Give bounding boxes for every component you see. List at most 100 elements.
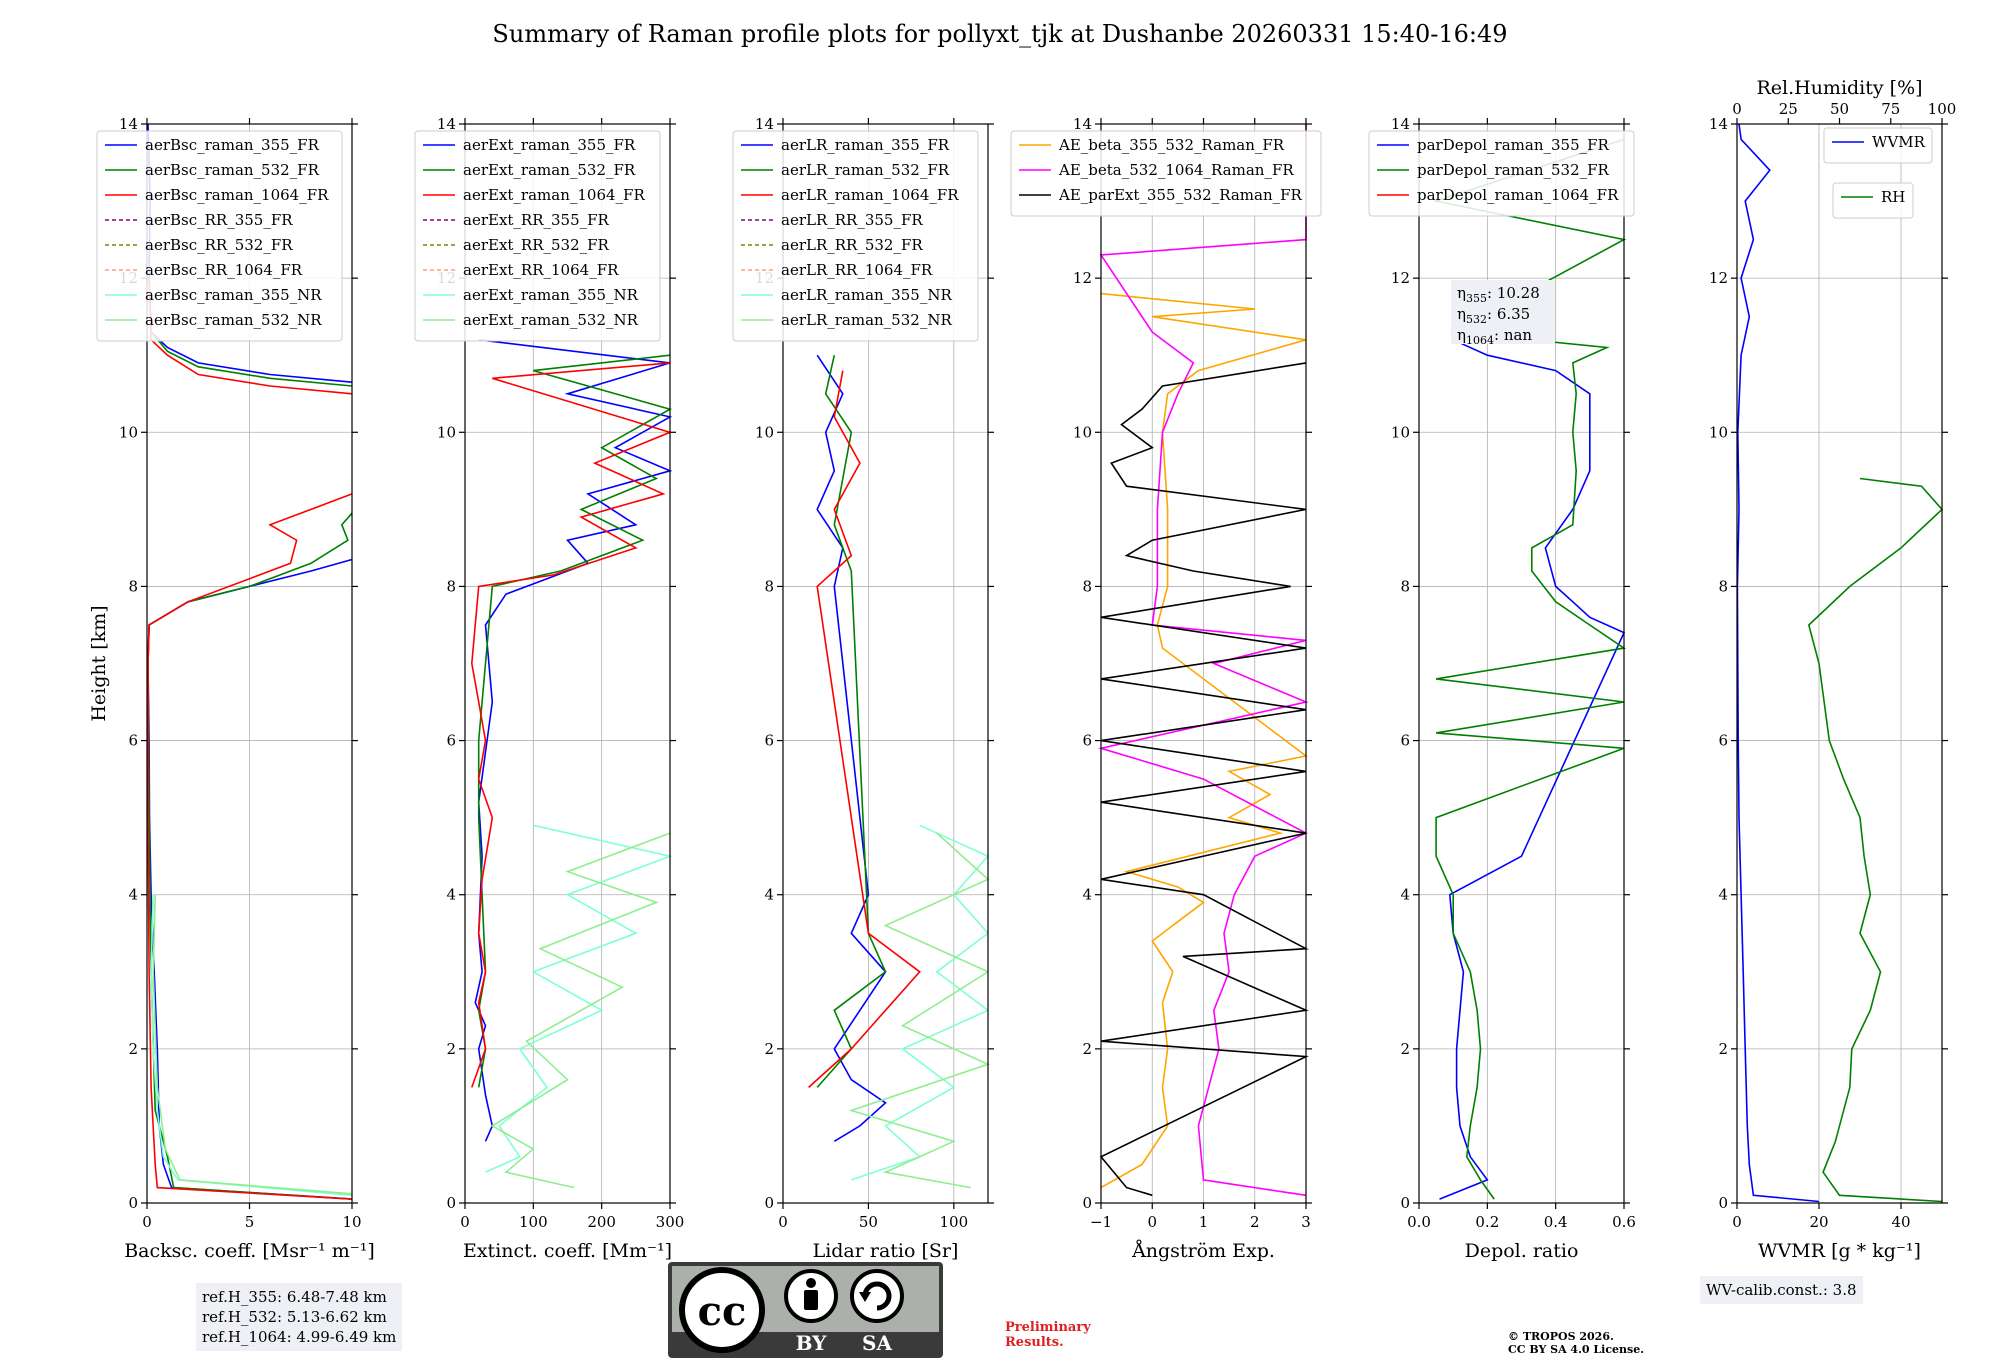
legend-label: aerExt_RR_532_FR — [463, 236, 610, 254]
legend-label: parDepol_raman_1064_FR — [1417, 186, 1619, 204]
x-tick-label: 10 — [342, 1213, 361, 1231]
legend-label: RH — [1881, 188, 1905, 206]
legend-box — [96, 130, 343, 342]
axes-frame — [782, 123, 989, 1204]
y-tick-label: 2 — [1082, 1040, 1092, 1058]
y-tick-label: 4 — [1718, 886, 1728, 904]
legend-box — [1368, 130, 1635, 217]
x-tick-label: 5 — [245, 1213, 255, 1231]
legend-label: aerBsc_raman_355_NR — [145, 286, 322, 304]
legend-label: aerBsc_raman_1064_FR — [145, 186, 329, 204]
y-tick-label: 6 — [1400, 732, 1410, 750]
ref-height-355: ref.H_355: 6.48-7.48 km — [202, 1288, 387, 1306]
top-x-tick-label: 25 — [1779, 100, 1798, 118]
legend-label: AE_beta_355_532_Raman_FR — [1058, 136, 1285, 154]
x-tick-label: 0.0 — [1407, 1213, 1431, 1231]
x-axis-label: WVMR [g * kg⁻¹] — [1758, 1240, 1921, 1262]
legend-label: WVMR — [1872, 133, 1926, 151]
x-tick-label: 200 — [587, 1213, 616, 1231]
ref-height-1064: ref.H_1064: 4.99-6.49 km — [202, 1328, 397, 1346]
y-tick-label: 8 — [446, 577, 456, 595]
y-tick-label: 14 — [755, 115, 774, 133]
legend-label: aerBsc_raman_532_NR — [145, 311, 322, 329]
series-line-aerBsc_raman_355_FR — [147, 558, 353, 1200]
x-tick-label: 0 — [142, 1213, 152, 1231]
top-x-tick-label: 0 — [1732, 100, 1742, 118]
y-tick-label: 14 — [1709, 115, 1728, 133]
x-tick-label: 40 — [1891, 1213, 1910, 1231]
x-tick-label: 0.2 — [1475, 1213, 1499, 1231]
axes-frame — [1418, 123, 1625, 1204]
axes-frame — [464, 123, 671, 1204]
x-tick-label: 1 — [1199, 1213, 1209, 1231]
ref-height-532: ref.H_532: 5.13-6.62 km — [202, 1308, 387, 1326]
y-tick-label: 4 — [1082, 886, 1092, 904]
x-tick-label: 0 — [460, 1213, 470, 1231]
x-tick-label: 0.6 — [1612, 1213, 1636, 1231]
figure-title: Summary of Raman profile plots for polly… — [492, 20, 1508, 48]
y-tick-label: 8 — [764, 577, 774, 595]
sa-text: SA — [862, 1331, 892, 1355]
x-tick-label: 0 — [778, 1213, 788, 1231]
series-line-aerLR_raman_355_NR — [851, 824, 990, 1181]
y-tick-label: 8 — [1082, 577, 1092, 595]
y-tick-label: 0 — [1718, 1194, 1728, 1212]
preliminary-line-1: Preliminary — [1005, 1320, 1091, 1335]
legend-label: aerExt_raman_532_NR — [463, 311, 639, 329]
attribution-icon — [806, 1278, 816, 1288]
legend-label: aerLR_raman_532_FR — [781, 161, 950, 179]
top-x-tick-label: 50 — [1830, 100, 1849, 118]
series-line-aerBsc_raman_1064_FR — [147, 493, 353, 1200]
x-tick-label: 0.4 — [1544, 1213, 1568, 1231]
by-text: BY — [796, 1331, 828, 1355]
legend-label: aerBsc_RR_355_FR — [145, 211, 293, 229]
y-tick-label: 4 — [446, 886, 456, 904]
x-tick-label: 300 — [656, 1213, 685, 1231]
x-axis-label: Extinct. coeff. [Mm⁻¹] — [463, 1240, 672, 1262]
y-tick-label: 14 — [1391, 115, 1410, 133]
legend-label: aerExt_RR_1064_FR — [463, 261, 619, 279]
legend-label: parDepol_raman_355_FR — [1417, 136, 1610, 154]
x-axis-label: Depol. ratio — [1465, 1240, 1579, 1262]
y-tick-label: 2 — [128, 1040, 138, 1058]
legend-label: aerLR_RR_1064_FR — [781, 261, 933, 279]
y-tick-label: 4 — [128, 886, 138, 904]
x-tick-label: 2 — [1250, 1213, 1260, 1231]
y-tick-label: 4 — [764, 886, 774, 904]
eta-label-355: η355: 10.28 — [1457, 284, 1540, 305]
y-tick-label: 10 — [755, 423, 774, 441]
series-line-parDepol_raman_532_FR — [1432, 138, 1627, 1200]
legend-box — [1832, 182, 1914, 219]
legend-label: aerExt_raman_1064_FR — [463, 186, 645, 204]
series-line-aerLR_raman_1064_FR — [808, 370, 921, 1088]
x-tick-label: 50 — [859, 1213, 878, 1231]
series-line-AE_parExt_355_532_Raman_FR — [1099, 362, 1310, 1197]
wv-calibration-note: WV-calib.const.: 3.8 — [1700, 1276, 1863, 1304]
y-axis-label: Height [km] — [88, 605, 110, 721]
top-x-axis-label: Rel.Humidity [%] — [1756, 77, 1922, 99]
y-tick-label: 12 — [1709, 269, 1728, 287]
legend-label: aerBsc_RR_1064_FR — [145, 261, 303, 279]
legend-label: aerBsc_RR_532_FR — [145, 236, 293, 254]
legend-label: parDepol_raman_532_FR — [1417, 161, 1610, 179]
x-tick-label: 0 — [1147, 1213, 1157, 1231]
series-line-aerLR_raman_532_FR — [816, 355, 887, 1088]
eta-label-532: η532: 6.35 — [1457, 305, 1530, 326]
y-tick-label: 12 — [1073, 269, 1092, 287]
preliminary-line-2: Results. — [1005, 1335, 1064, 1350]
legend-box — [414, 130, 661, 342]
x-axis-label: Ångström Exp. — [1131, 1240, 1275, 1262]
x-tick-label: 100 — [940, 1213, 969, 1231]
x-axis-label: Backsc. coeff. [Msr⁻¹ m⁻¹] — [124, 1240, 375, 1262]
series-line-aerExt_raman_532_NR — [490, 832, 671, 1189]
legend-label: aerLR_raman_355_NR — [781, 286, 952, 304]
legend-label: aerBsc_raman_532_FR — [145, 161, 320, 179]
y-tick-label: 8 — [1400, 577, 1410, 595]
legend-label: AE_parExt_355_532_Raman_FR — [1058, 186, 1303, 204]
x-tick-label: 20 — [1809, 1213, 1828, 1231]
series-line-aerBsc_raman_532_NR — [152, 894, 353, 1195]
y-tick-label: 0 — [1082, 1194, 1092, 1212]
legend-label: aerBsc_raman_355_FR — [145, 136, 320, 154]
legend-box — [1010, 130, 1322, 217]
x-tick-label: 0 — [1732, 1213, 1742, 1231]
